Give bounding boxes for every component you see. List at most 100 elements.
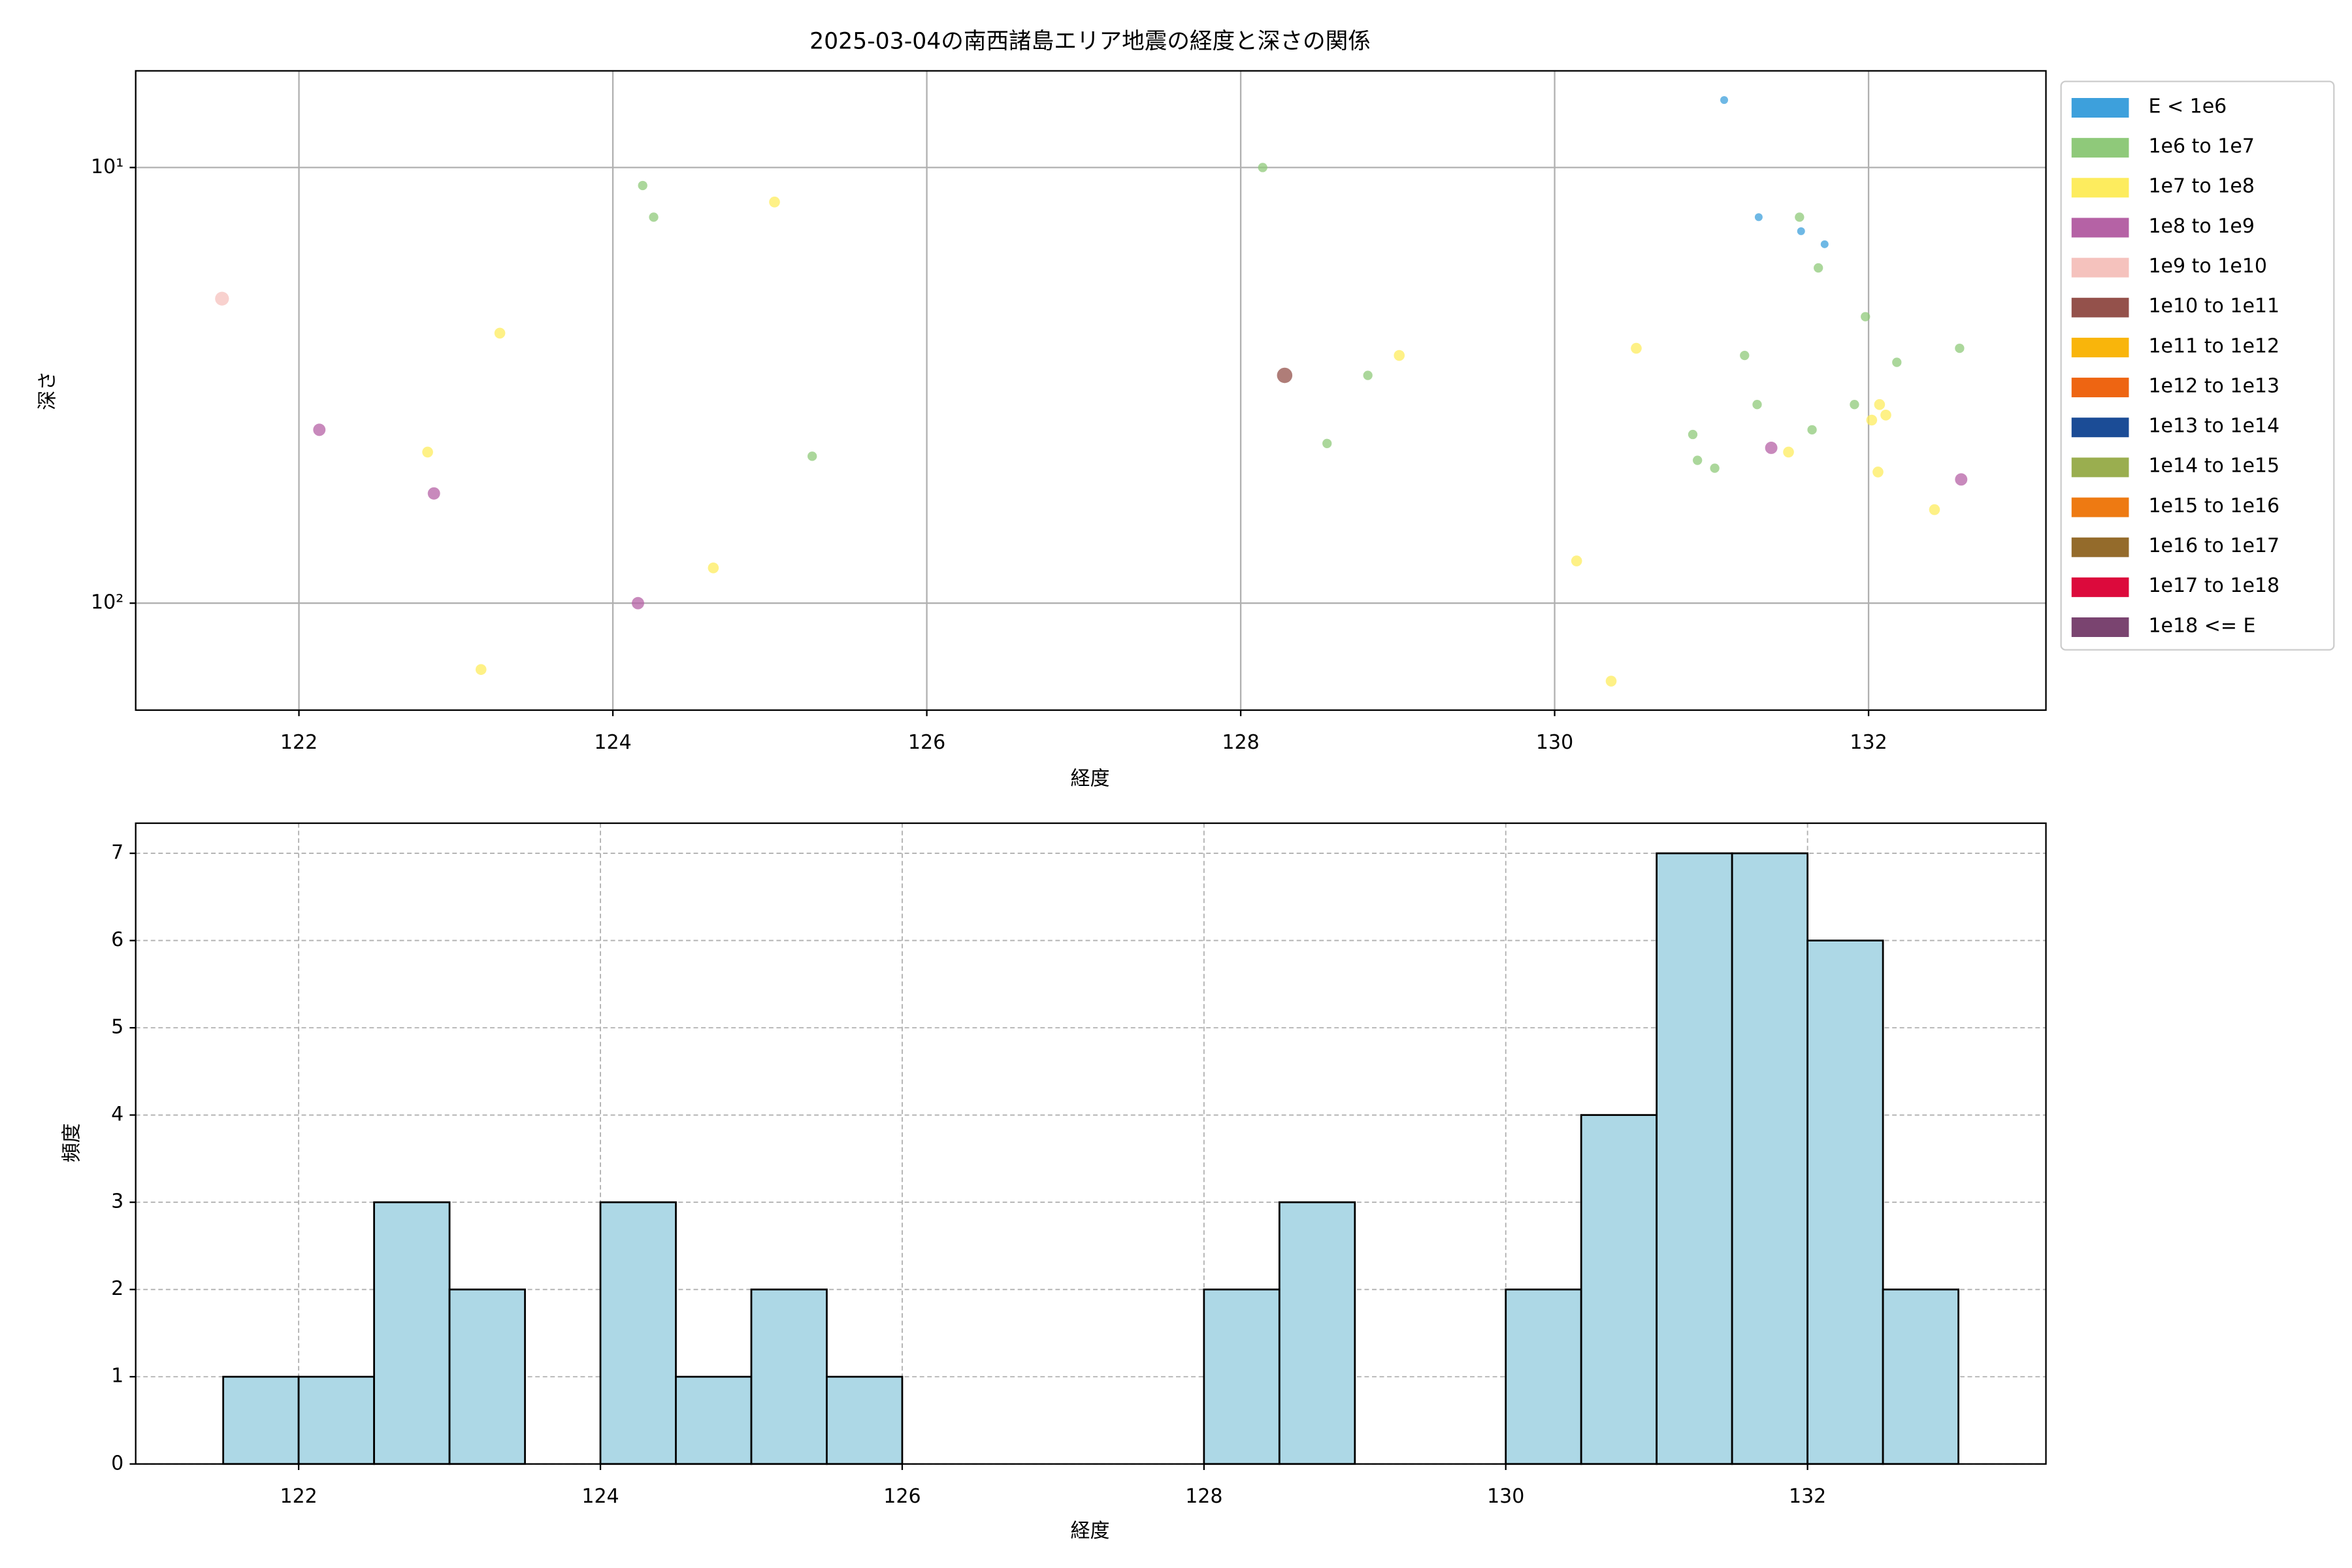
legend-label: 1e6 to 1e7 <box>2148 135 2254 158</box>
legend-swatch <box>2071 537 2129 557</box>
point <box>1880 409 1891 421</box>
point <box>708 562 719 574</box>
y-tick-label: 7 <box>111 841 123 864</box>
bar <box>1203 1288 1281 1465</box>
point <box>1277 367 1293 384</box>
x-tick-label: 126 <box>908 731 945 754</box>
point <box>1631 342 1642 354</box>
legend-swatch <box>2071 457 2129 478</box>
point <box>494 327 506 339</box>
legend-label: 1e13 to 1e14 <box>2148 415 2279 438</box>
point <box>1571 555 1582 566</box>
point <box>1795 212 1805 222</box>
point <box>1752 400 1762 410</box>
legend-box <box>2060 80 2335 651</box>
bar <box>750 1288 828 1465</box>
legend-label: 1e8 to 1e9 <box>2148 215 2254 238</box>
x-axis-label: 経度 <box>1070 768 1109 791</box>
point <box>1693 455 1703 465</box>
point <box>632 596 644 610</box>
legend-swatch <box>2071 497 2129 517</box>
y-axis-label: 深さ <box>36 371 59 410</box>
x-tick-label: 128 <box>1185 1485 1222 1508</box>
legend-swatch <box>2071 297 2129 318</box>
point <box>638 180 647 191</box>
legend-swatch <box>2071 218 2129 238</box>
legend-swatch <box>2071 617 2129 637</box>
bar <box>297 1375 375 1465</box>
point <box>1955 473 1968 486</box>
point <box>422 446 433 458</box>
legend-label: E < 1e6 <box>2148 95 2227 118</box>
point <box>1872 466 1884 478</box>
point <box>1929 504 1940 515</box>
bar <box>1882 1288 1959 1465</box>
bar <box>222 1375 300 1465</box>
point <box>1754 213 1763 221</box>
point <box>1955 343 1965 353</box>
y-axis-label: 頻度 <box>60 1123 83 1162</box>
point <box>649 212 659 222</box>
x-tick-label: 124 <box>594 731 631 754</box>
point <box>1797 227 1805 235</box>
x-tick-label: 128 <box>1222 731 1259 754</box>
y-tick-label: 4 <box>111 1103 123 1126</box>
y-tick-label: 3 <box>111 1190 123 1213</box>
y-tick-label: 0 <box>111 1452 123 1475</box>
point <box>1866 414 1878 426</box>
point <box>1363 370 1373 380</box>
point <box>313 423 326 436</box>
legend-swatch <box>2071 138 2129 158</box>
x-tick-label: 126 <box>883 1485 921 1508</box>
point <box>1892 357 1902 367</box>
y-tick-label: 1 <box>111 1365 123 1388</box>
point <box>769 196 780 208</box>
point <box>1710 463 1720 473</box>
x-tick-label: 122 <box>280 731 318 754</box>
legend-label: 1e7 to 1e8 <box>2148 175 2254 198</box>
x-tick-label: 122 <box>280 1485 317 1508</box>
y-tick-label: 2 <box>111 1277 123 1300</box>
x-axis-label: 経度 <box>1070 1520 1109 1543</box>
bar <box>1656 852 1733 1465</box>
point <box>808 451 817 461</box>
chart-title: 2025-03-04の南西諸島エリア地震の経度と深さの関係 <box>809 29 1371 55</box>
legend-label: 1e11 to 1e12 <box>2148 335 2279 357</box>
legend-label: 1e17 to 1e18 <box>2148 574 2279 597</box>
y-tick-label: 10² <box>91 591 123 614</box>
bar <box>1278 1201 1356 1465</box>
point <box>215 291 229 306</box>
legend-label: 1e12 to 1e13 <box>2148 374 2279 397</box>
point <box>475 664 487 676</box>
point <box>1783 446 1794 458</box>
bar <box>1580 1114 1658 1465</box>
legend-swatch <box>2071 257 2129 278</box>
bar <box>675 1375 753 1465</box>
bar <box>1505 1288 1582 1465</box>
legend-label: 1e14 to 1e15 <box>2148 455 2279 478</box>
legend-swatch <box>2071 577 2129 597</box>
bar <box>448 1288 526 1465</box>
point <box>1820 240 1829 248</box>
y-tick-label: 6 <box>111 928 123 951</box>
plot-frame <box>135 822 2047 1465</box>
point <box>427 487 440 500</box>
y-tick-label: 10¹ <box>91 155 123 178</box>
point <box>1765 441 1778 454</box>
y-tick-label: 5 <box>111 1016 123 1039</box>
point <box>1605 676 1617 687</box>
legend-swatch <box>2071 98 2129 118</box>
legend-label: 1e16 to 1e17 <box>2148 534 2279 557</box>
x-tick-label: 124 <box>581 1485 619 1508</box>
legend-swatch <box>2071 337 2129 357</box>
legend-label: 1e10 to 1e11 <box>2148 295 2279 318</box>
point <box>1322 438 1332 448</box>
point <box>1861 312 1870 321</box>
bar <box>1731 852 1809 1465</box>
point <box>1688 429 1698 440</box>
bar <box>599 1201 677 1465</box>
point <box>1850 400 1859 410</box>
bar <box>1806 939 1884 1465</box>
